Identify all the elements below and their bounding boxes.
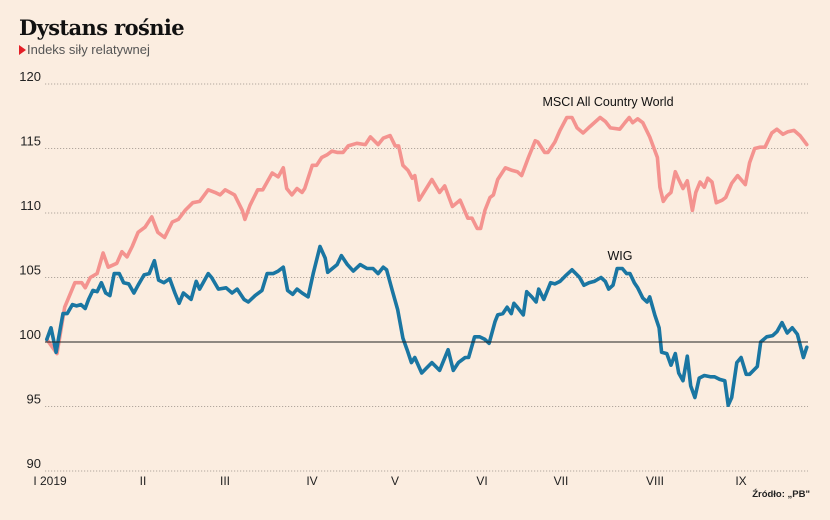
- x-tick-label: V: [391, 474, 399, 488]
- x-tick-label: IX: [735, 474, 746, 488]
- annotations: MSCI All Country World WIG: [542, 95, 673, 263]
- subtitle-text: Indeks siły relatywnej: [27, 42, 150, 57]
- y-axis-ticks: 90 95 100 105 110 115 120: [19, 69, 41, 471]
- msci-label: MSCI All Country World: [542, 95, 673, 109]
- y-tick-label: 100: [19, 327, 41, 342]
- y-tick-label: 105: [19, 263, 41, 278]
- x-tick-label: VI: [476, 474, 487, 488]
- y-tick-label: 120: [19, 69, 41, 84]
- source-note: Źródło: „PB": [752, 489, 810, 500]
- x-tick-label: I 2019: [33, 474, 67, 488]
- wig-label: WIG: [608, 249, 633, 263]
- chart-title: Dystans rośnie: [19, 15, 185, 40]
- x-tick-label: VIII: [646, 474, 664, 488]
- x-tick-label: VII: [554, 474, 569, 488]
- x-tick-label: IV: [306, 474, 317, 488]
- red-triangle-icon: [19, 44, 26, 55]
- msci-line: [45, 115, 809, 356]
- x-tick-label: III: [220, 474, 230, 488]
- gridlines: [45, 83, 808, 472]
- x-axis-ticks: I 2019 II III IV V VI VII VIII IX: [33, 474, 746, 488]
- chart-subtitle: Indeks siły relatywnej: [19, 42, 150, 57]
- series-lines: [45, 115, 809, 407]
- y-tick-label: 90: [27, 456, 41, 471]
- x-tick-label: II: [140, 474, 147, 488]
- y-tick-label: 110: [20, 198, 41, 213]
- y-tick-label: 115: [20, 134, 41, 149]
- y-tick-label: 95: [27, 392, 41, 407]
- wig-line: [45, 244, 809, 407]
